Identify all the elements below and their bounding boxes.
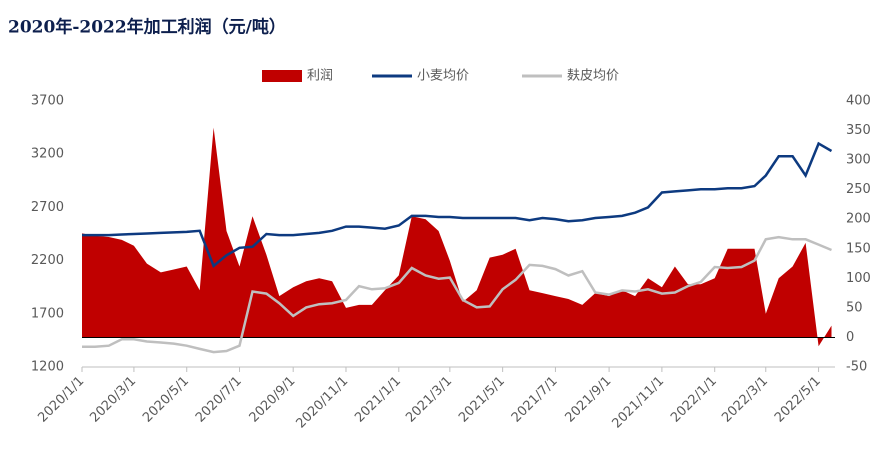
y2-tick-label: 50 [846, 300, 863, 315]
y-tick-label: 1200 [31, 360, 64, 375]
y2-tick-label: 150 [846, 241, 871, 256]
y2-tick-label: 350 [846, 123, 871, 138]
y-tick-label: 1700 [31, 306, 64, 321]
x-tick-label: 2020/11/1 [294, 374, 352, 432]
y2-tick-label: 100 [846, 271, 871, 286]
x-tick-label: 2022/3/1 [719, 374, 771, 426]
x-tick-label: 2021/5/1 [456, 374, 508, 426]
y-tick-label: 3700 [31, 94, 64, 109]
legend-swatch [262, 70, 302, 82]
x-tick-label: 2021/3/1 [403, 374, 455, 426]
x-tick-label: 2021/7/1 [509, 374, 561, 426]
x-tick-label: 2021/9/1 [563, 374, 615, 426]
y2-tick-label: 400 [846, 94, 871, 109]
y-tick-label: 2200 [31, 253, 64, 268]
line [82, 235, 832, 354]
x-tick-label: 2020/9/1 [247, 374, 299, 426]
y2-tick-label: 300 [846, 153, 871, 168]
legend-label: 利润 [307, 69, 333, 84]
y-tick-label: 2700 [31, 200, 64, 215]
x-tick-label: 2022/1/1 [668, 374, 720, 426]
y2-tick-label: 0 [846, 330, 854, 345]
legend-label: 小麦均价 [417, 69, 469, 84]
x-tick-label: 2022/5/1 [772, 374, 824, 426]
area [82, 127, 832, 347]
x-tick-label: 2021/1/1 [352, 374, 404, 426]
x-tick-label: 2020/3/1 [87, 374, 139, 426]
y-tick-label: 3200 [31, 147, 64, 162]
line [82, 141, 833, 268]
x-tick-label: 2021/11/1 [609, 374, 667, 432]
y2-tick-label: 200 [846, 212, 871, 227]
legend-label: 麸皮均价 [567, 69, 619, 84]
chart-title: 2020年-2022年加工利润（元/吨） [8, 17, 286, 38]
x-tick-label: 2020/5/1 [140, 374, 192, 426]
x-tick-label: 2020/7/1 [193, 374, 245, 426]
y2-tick-label: -50 [846, 360, 867, 375]
x-tick-label: 2020/1/1 [35, 374, 87, 426]
y2-tick-label: 250 [846, 182, 871, 197]
